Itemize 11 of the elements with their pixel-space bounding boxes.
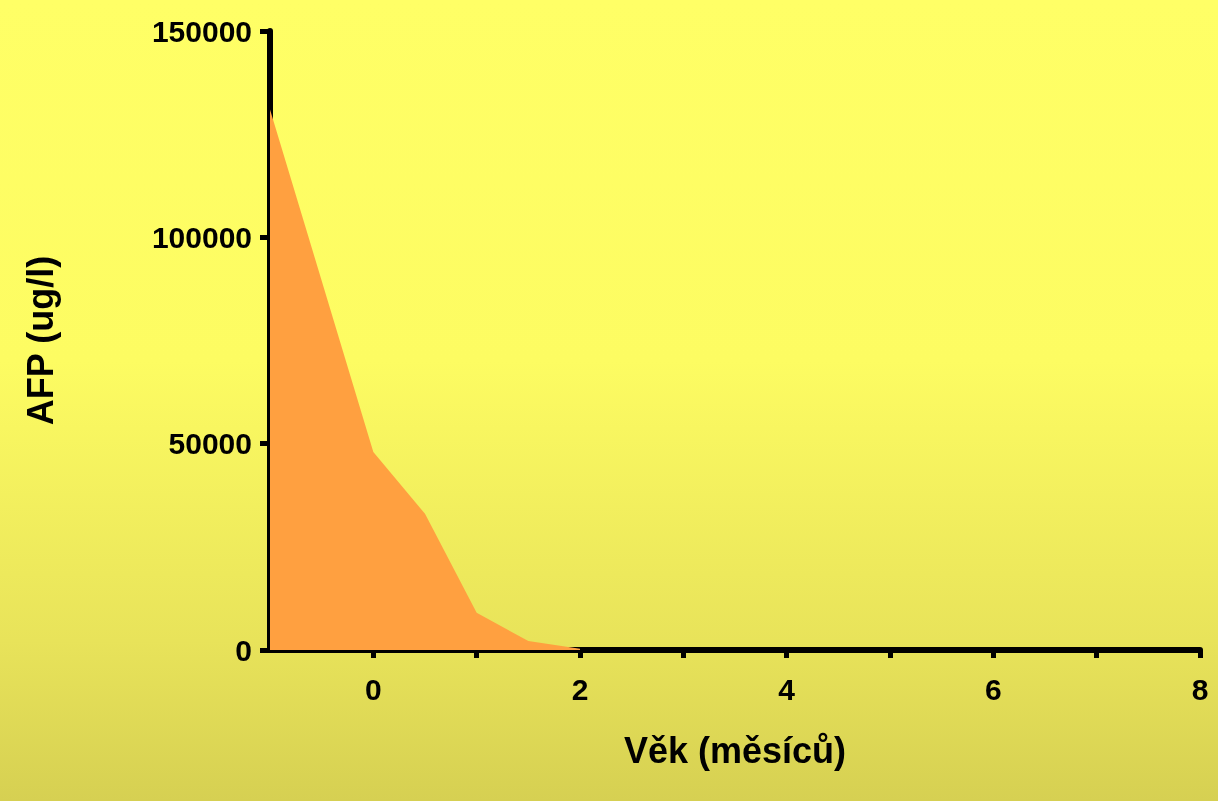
y-tick-label: 50000 [168, 427, 252, 461]
y-tick-label: 150000 [151, 14, 252, 48]
x-tick-label: 0 [364, 672, 382, 706]
x-tick-label: 4 [778, 672, 796, 706]
y-tick-label: 0 [235, 633, 252, 667]
x-axis-title: Věk (měsíců) [623, 729, 847, 771]
x-tick-label: 8 [1191, 672, 1209, 706]
y-tick-label: 100000 [151, 220, 252, 254]
y-axis-title: AFP (ug/l) [19, 255, 61, 426]
x-tick-label: 6 [984, 672, 1002, 706]
x-tick-label: 2 [571, 672, 589, 706]
